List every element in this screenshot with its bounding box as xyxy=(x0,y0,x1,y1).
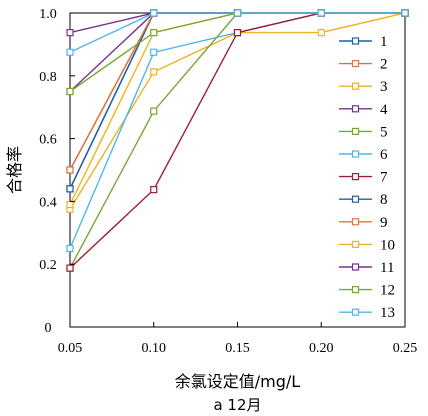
data-point xyxy=(66,244,74,253)
y-tick-label: 0 xyxy=(45,321,52,336)
legend-label: 7 xyxy=(380,170,388,186)
legend-swatch-marker xyxy=(351,240,360,248)
legend-label: 9 xyxy=(380,215,388,231)
data-point xyxy=(150,186,158,194)
data-point xyxy=(66,200,74,209)
legend-label: 12 xyxy=(380,283,395,299)
data-point xyxy=(233,9,242,17)
legend-swatch-marker xyxy=(351,308,360,316)
y-tick-label: 0.4 xyxy=(39,195,57,210)
series-line xyxy=(69,12,405,269)
data-point xyxy=(66,48,74,56)
legend-label: 11 xyxy=(380,260,394,276)
data-point xyxy=(150,107,158,115)
data-point xyxy=(317,9,325,17)
series-line xyxy=(69,12,405,171)
legend-item: 7 xyxy=(339,170,388,186)
legend-swatch-marker xyxy=(351,263,360,271)
legend-item: 2 xyxy=(339,57,388,73)
series-13 xyxy=(66,9,409,56)
legend-swatch-marker xyxy=(351,150,360,158)
legend-label: 8 xyxy=(380,192,388,208)
legend-label: 13 xyxy=(380,305,395,321)
legend-item: 1 xyxy=(339,34,388,50)
legend-label: 2 xyxy=(380,57,388,73)
data-point xyxy=(66,87,74,96)
x-tick-label: 0.10 xyxy=(142,341,167,356)
y-axis-label: 合格率 xyxy=(5,146,24,194)
y-tick-label: 0.8 xyxy=(39,70,57,85)
series-12 xyxy=(66,9,409,96)
legend-item: 8 xyxy=(339,192,388,208)
legend-swatch-marker xyxy=(351,286,360,294)
legend-label: 4 xyxy=(380,102,388,118)
legend-item: 5 xyxy=(339,124,388,140)
legend-item: 4 xyxy=(339,102,388,118)
data-point xyxy=(150,9,158,17)
chart-caption: a 12月 xyxy=(213,396,261,414)
y-tick-label: 0.2 xyxy=(39,258,57,273)
legend-label: 3 xyxy=(380,79,388,95)
legend-swatch-marker xyxy=(351,82,360,90)
legend-swatch-marker xyxy=(351,59,360,68)
data-point xyxy=(401,9,409,17)
legend-swatch-marker xyxy=(351,37,360,45)
x-tick-label: 0.05 xyxy=(58,341,83,356)
series-7 xyxy=(66,9,409,272)
data-point xyxy=(150,48,158,56)
legend-label: 1 xyxy=(380,34,388,50)
legend-swatch-marker xyxy=(351,173,360,181)
series-5 xyxy=(66,9,409,272)
series-layer xyxy=(66,9,409,272)
data-point xyxy=(66,29,74,37)
series-8 xyxy=(66,9,409,193)
data-point xyxy=(317,29,325,37)
legend-item: 9 xyxy=(339,215,388,231)
data-point xyxy=(233,29,242,37)
legend-item: 6 xyxy=(339,147,388,163)
legend-item: 13 xyxy=(339,305,395,321)
series-line xyxy=(69,12,405,171)
legend-label: 6 xyxy=(380,147,388,163)
y-tick-label: 1.0 xyxy=(39,7,57,22)
series-1 xyxy=(66,9,409,193)
legend-swatch-marker xyxy=(351,195,360,203)
y-tick-label: 0.6 xyxy=(39,133,57,148)
data-point xyxy=(66,264,74,272)
legend-swatch-marker xyxy=(351,218,360,226)
data-point xyxy=(150,68,158,76)
data-point xyxy=(66,166,74,174)
legend-label: 10 xyxy=(380,237,395,253)
x-axis-label: 余氯设定值/mg/L xyxy=(175,372,301,391)
x-tick-label: 0.20 xyxy=(309,341,334,356)
legend-label: 5 xyxy=(380,124,388,140)
x-tick-label: 0.15 xyxy=(225,341,250,356)
data-point xyxy=(150,29,158,37)
legend-swatch-marker xyxy=(351,105,360,113)
tick-layer: 0.05 0.10 0.15 0.20 0.25 0 0.2 0.4 0.6 0.8 1.0 xyxy=(39,7,417,356)
x-tick-label: 0.25 xyxy=(393,341,418,356)
series-11 xyxy=(66,9,409,96)
legend-swatch-marker xyxy=(351,127,360,135)
data-point xyxy=(66,185,74,193)
legend-item: 12 xyxy=(339,283,395,299)
legend-item: 3 xyxy=(339,79,388,95)
legend-item: 11 xyxy=(339,260,394,276)
series-line xyxy=(69,12,405,269)
legend-item: 10 xyxy=(339,237,395,253)
